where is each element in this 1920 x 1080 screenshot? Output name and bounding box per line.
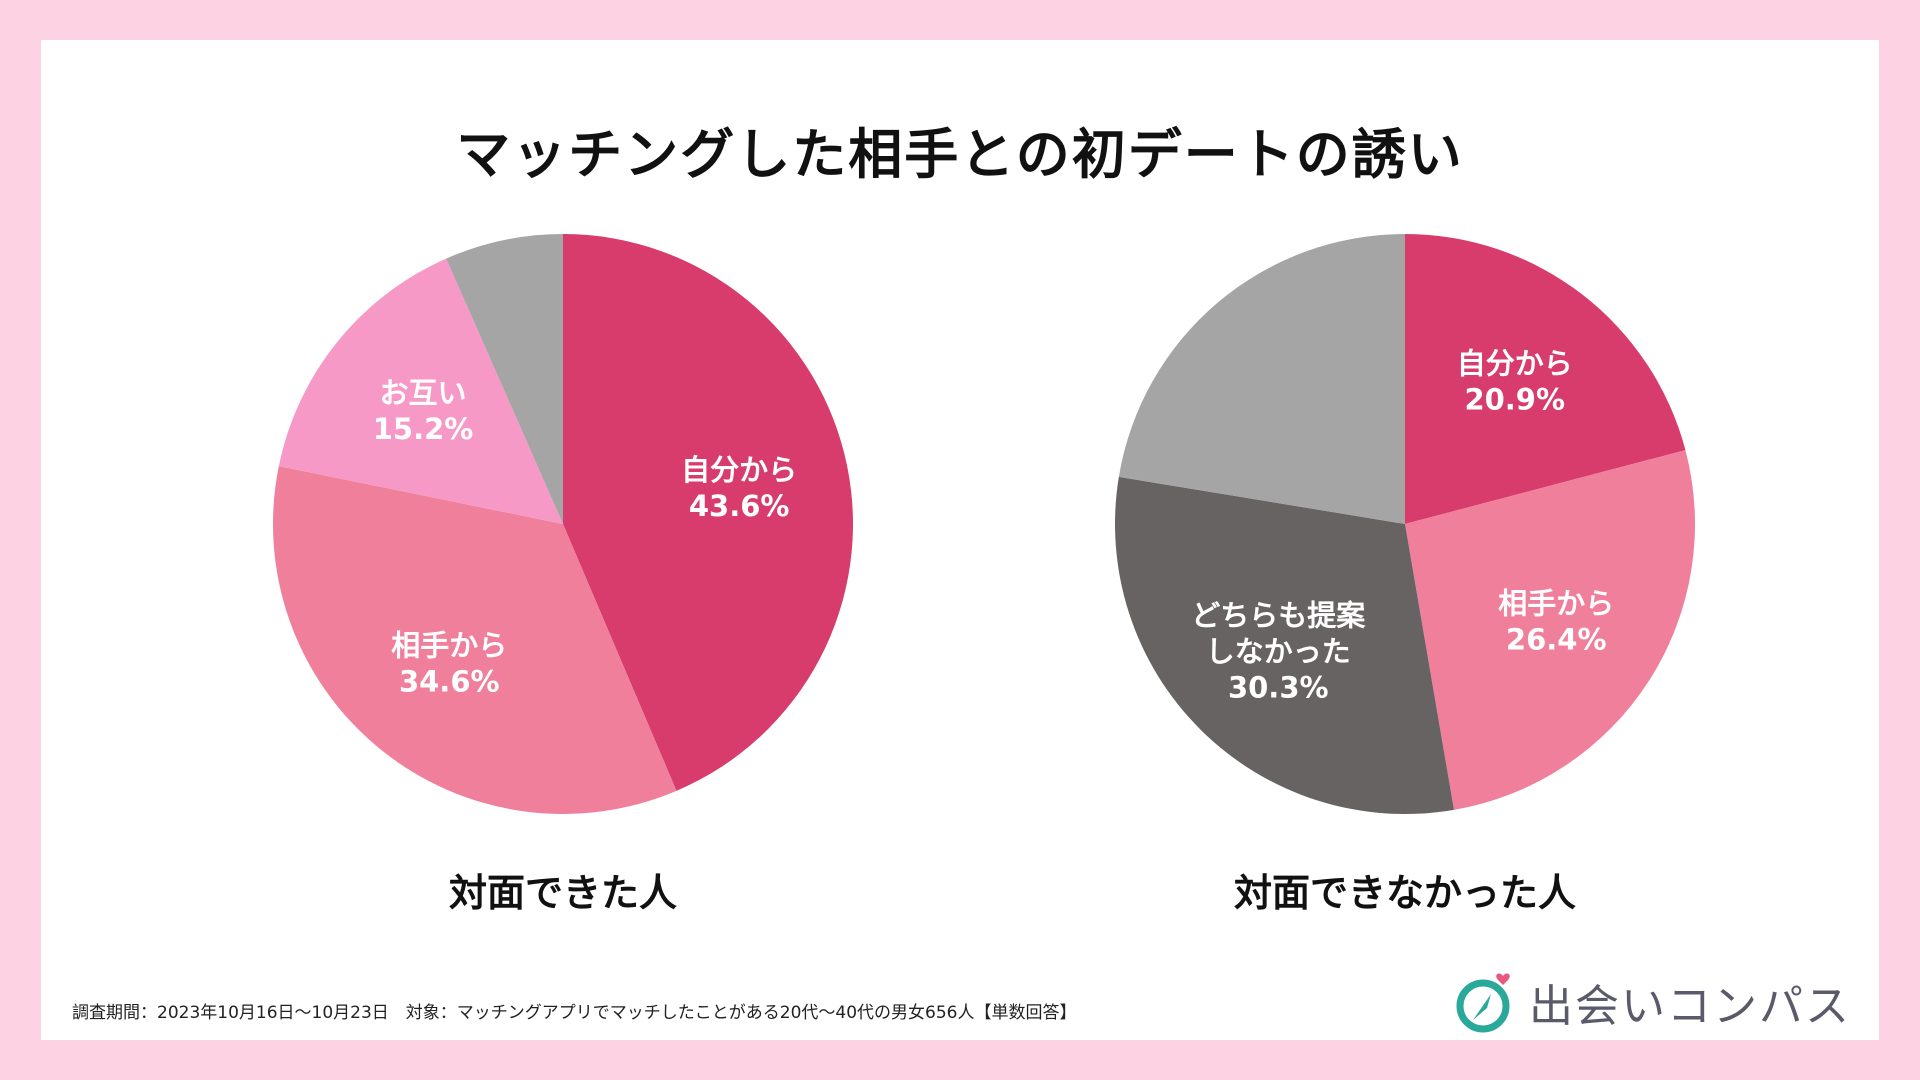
pie2-slice-2 xyxy=(1115,476,1454,814)
pie1-slice-1 xyxy=(273,466,677,815)
pie1-slice-0-label: 自分から 43.6% xyxy=(681,453,797,523)
pie1-slice-2 xyxy=(278,258,563,524)
survey-footnote: 調査期間：2023年10月16日〜10月23日 対象：マッチングアプリでマッチし… xyxy=(72,1003,1077,1023)
pie-chart-met: 自分から 43.6% 相手から 34.6% お互い 15.2% xyxy=(273,234,854,815)
pie1-slice-3 xyxy=(446,234,563,524)
pie1-slice-1-label: 相手から 34.6% xyxy=(391,628,507,698)
brand-name: 出会いコンパス xyxy=(1529,981,1851,1032)
chart-card: マッチングした相手との初デートの誘い 自分から 43.6% 相手から 34.6% お互い… xyxy=(41,40,1879,1040)
page-title: マッチングした相手との初デートの誘い xyxy=(456,123,1464,186)
pie2-slice-1 xyxy=(1405,450,1695,810)
pie2-slice-1-label: 相手から 26.4% xyxy=(1498,586,1614,656)
pie-chart-not-met: 自分から 20.9% 相手から 26.4% どちらも提案しなかった 30.3% xyxy=(1115,234,1695,814)
pie-caption-met: 対面できた人 xyxy=(448,871,677,915)
compass-logo-icon xyxy=(1456,973,1510,1033)
pie-caption-not-met: 対面できなかった人 xyxy=(1233,871,1576,915)
pie2-slice-0-label: 自分から 20.9% xyxy=(1457,347,1573,417)
pie2-slice-3 xyxy=(1118,234,1405,524)
pie2-slice-0 xyxy=(1405,234,1686,524)
pie2-slice-2-label: どちらも提案しなかった 30.3% xyxy=(1191,599,1366,705)
pie1-slice-2-label: お互い 15.2% xyxy=(373,376,474,446)
brand-logo: 出会いコンパス xyxy=(1451,968,1851,1036)
pie1-slice-0 xyxy=(563,234,854,791)
